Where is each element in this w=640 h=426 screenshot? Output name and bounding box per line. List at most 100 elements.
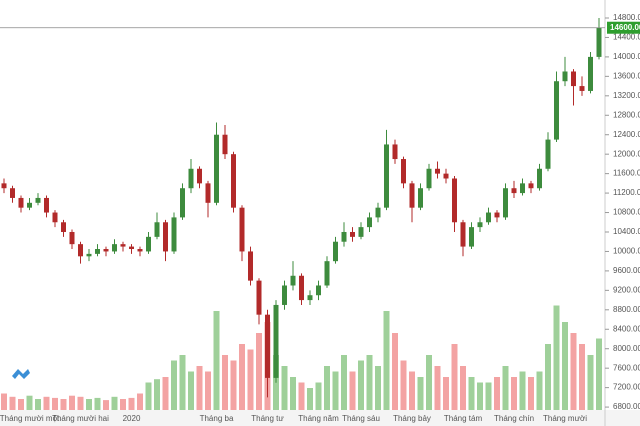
- volume-bar: [562, 322, 568, 410]
- volume-bar: [332, 371, 339, 410]
- y-tick-label: 12000.00: [613, 149, 640, 158]
- volume-bar: [460, 366, 466, 410]
- candle-body: [180, 188, 185, 218]
- volume-bar: [35, 399, 41, 410]
- candle-body: [460, 222, 466, 247]
- y-tick-label: 7200.00: [613, 383, 640, 392]
- candle-body: [596, 27, 602, 57]
- candle-body: [443, 173, 449, 179]
- volume-bar: [358, 360, 364, 410]
- candle-body: [392, 144, 398, 160]
- candle-body: [341, 231, 347, 242]
- x-tick-label: Tháng ba: [200, 414, 234, 423]
- candle-body: [52, 212, 58, 223]
- candle-body: [44, 197, 49, 213]
- candle-body: [367, 217, 372, 228]
- candle-body: [103, 249, 109, 252]
- candle-body: [256, 280, 262, 315]
- volume-bar: [43, 396, 50, 410]
- x-tick-label: Tháng bảy: [393, 414, 431, 423]
- candle-body: [307, 295, 313, 301]
- candle-body: [120, 244, 126, 247]
- volume-bar: [222, 355, 228, 410]
- volume-bar: [239, 344, 245, 410]
- volume-bar: [511, 377, 517, 410]
- x-tick-label: Tháng mười hai: [52, 414, 109, 423]
- candle-body: [61, 222, 66, 232]
- logo[interactable]: [12, 369, 30, 379]
- volume-bar: [205, 371, 211, 410]
- volume-bar: [137, 393, 143, 410]
- candle-body: [562, 71, 568, 82]
- logo-icon[interactable]: [12, 369, 30, 379]
- volume-bar: [94, 397, 101, 410]
- volume-bar: [596, 338, 602, 410]
- volume-bar: [52, 397, 58, 410]
- y-tick-label: 6800.00: [613, 402, 640, 411]
- candle-body: [137, 249, 143, 252]
- volume-bar: [171, 360, 177, 410]
- candle-body: [554, 81, 559, 140]
- x-tick-label: Tháng mười một: [0, 414, 60, 423]
- volume-bar: [579, 344, 585, 410]
- volume-bar: [485, 382, 492, 410]
- candle-body: [452, 178, 457, 223]
- x-tick-label: 2020: [123, 414, 141, 423]
- candle-body: [435, 168, 440, 174]
- volume-bar: [188, 371, 194, 410]
- volume-bar: [341, 355, 347, 410]
- candle-body: [78, 244, 83, 257]
- volume-bar: [383, 311, 390, 410]
- candle-body: [316, 285, 321, 296]
- volume-bar: [179, 355, 186, 410]
- candle-body: [333, 241, 338, 262]
- candle-body: [69, 231, 75, 245]
- volume-bar: [375, 366, 381, 410]
- candle-body: [205, 183, 211, 203]
- y-tick-label: 10000.00: [613, 247, 640, 256]
- volume-bar: [528, 377, 534, 410]
- candle-body: [222, 134, 228, 155]
- y-tick-label: 14800.00: [613, 13, 640, 22]
- volume-bar: [468, 377, 475, 410]
- volume-bar: [290, 377, 296, 410]
- candle-body: [494, 212, 500, 218]
- volume-bar: [77, 396, 84, 410]
- x-tick-label: Tháng chín: [494, 414, 534, 423]
- volume-bar: [307, 388, 313, 410]
- volume-bar: [86, 399, 92, 410]
- volume-bar: [400, 360, 407, 410]
- volume-bar: [553, 305, 560, 410]
- volume-bar: [536, 371, 543, 410]
- volume-bar: [60, 399, 67, 410]
- volume-bar: [392, 333, 398, 410]
- volume-bar: [349, 371, 356, 410]
- candle-body: [112, 244, 117, 252]
- candle-body: [10, 188, 15, 198]
- candle-body: [86, 253, 92, 257]
- y-tick-label: 8000.00: [613, 344, 640, 353]
- volume-bar: [315, 382, 322, 410]
- volume-bar: [247, 349, 254, 410]
- y-tick-label: 7600.00: [613, 363, 640, 372]
- candle-body: [571, 71, 576, 87]
- candle-body: [545, 139, 551, 169]
- y-tick-label: 10400.00: [613, 227, 640, 236]
- volume-bar: [545, 344, 551, 410]
- volume-bar: [9, 396, 16, 410]
- candle-body: [154, 222, 160, 237]
- y-tick-label: 8400.00: [613, 324, 640, 333]
- candle-body: [1, 183, 7, 189]
- volume-bar: [519, 371, 526, 410]
- candle-body: [418, 188, 423, 208]
- candle-body: [486, 212, 491, 223]
- volume-bar: [154, 379, 160, 410]
- candle-body: [579, 86, 585, 91]
- volume-bar: [26, 395, 33, 410]
- candle-body: [273, 304, 279, 378]
- candle-body: [248, 251, 253, 281]
- x-tick-label: Tháng tư: [251, 414, 284, 423]
- volume-bar: [366, 355, 373, 410]
